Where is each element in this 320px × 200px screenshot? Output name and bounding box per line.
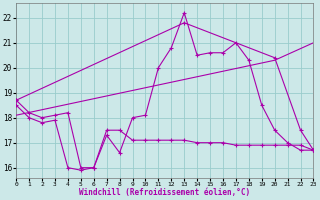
X-axis label: Windchill (Refroidissement éolien,°C): Windchill (Refroidissement éolien,°C) <box>79 188 250 197</box>
